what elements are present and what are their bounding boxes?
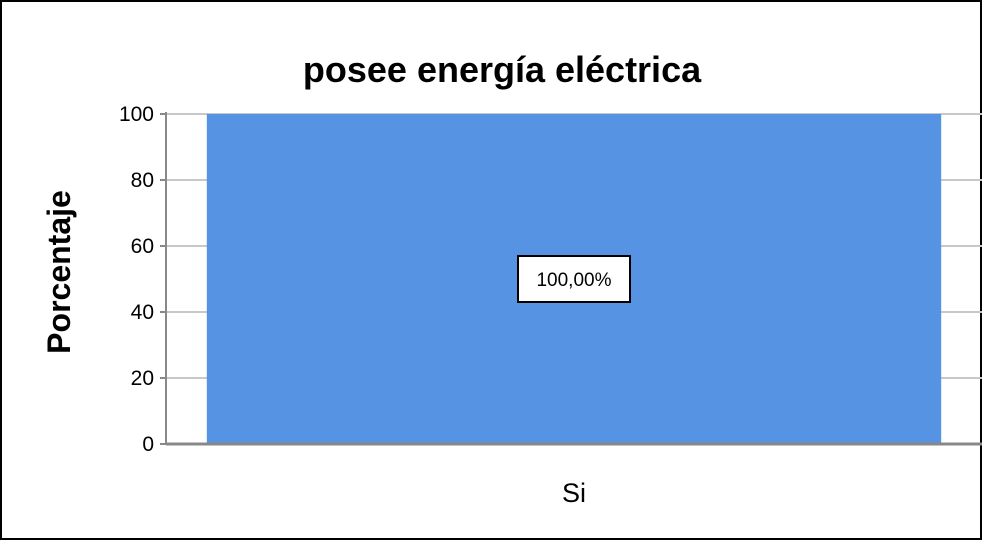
y-tick-label: 60 (131, 235, 154, 258)
y-tick-label: 100 (119, 103, 154, 126)
y-axis-label: Porcentaje (41, 190, 77, 354)
data-label: 100,00% (536, 270, 611, 291)
y-tick-label: 80 (131, 169, 154, 192)
x-tick-label: Si (562, 478, 586, 508)
y-tick-label: 40 (131, 301, 154, 324)
axes (160, 112, 982, 446)
data-labels: 100,00% (517, 255, 631, 303)
chart-title: posee energía eléctrica (303, 49, 702, 90)
data-label-box (517, 255, 631, 303)
y-tick-label: 20 (131, 367, 154, 390)
y-tick-label: 0 (142, 433, 154, 456)
tick-labels: 0 20 40 60 80 100 Si (119, 103, 586, 508)
